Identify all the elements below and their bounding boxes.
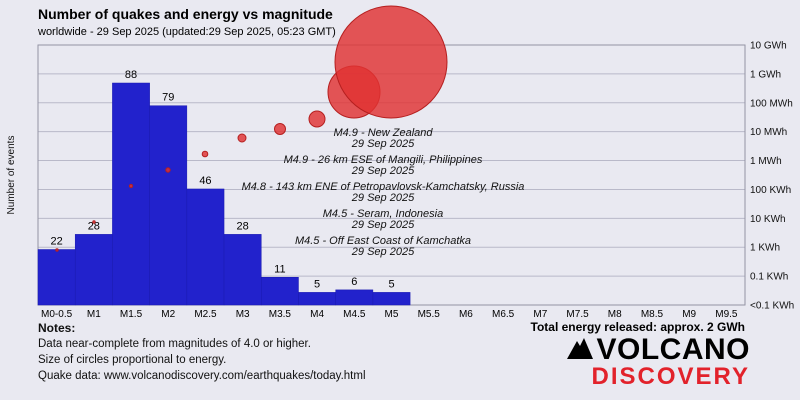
x-axis-label: M7.5	[566, 309, 589, 320]
quakes-energy-chart: 10 GWh 1 GWh 100 MWh 10 MWh 1 MWh 100 KWh 10 K…	[6, 5, 794, 320]
x-axis-label: M9.5	[715, 309, 738, 320]
energy-axis-label: 1 MWh	[750, 156, 782, 167]
energy-axis-label: 10 KWh	[750, 214, 786, 225]
quake-annotation-date: 29 Sep 2025	[351, 165, 415, 177]
energy-bubble	[334, 5, 448, 119]
quake-count-bar	[261, 277, 299, 306]
x-axis-label: M4	[310, 309, 324, 320]
energy-bubble	[274, 123, 286, 135]
quake-annotation-title: M4.9 - 26 km ESE of Mangili, Philippines	[284, 154, 483, 166]
quake-count-bar	[335, 289, 374, 306]
x-axis-label: M8.5	[641, 309, 664, 320]
page-title: Number of quakes and energy vs magnitude	[38, 6, 333, 22]
x-axis-label: M6.5	[492, 309, 515, 320]
bar-value-label: 28	[237, 220, 249, 232]
bar-value-label: 88	[125, 69, 137, 81]
x-axis-label: M3	[236, 309, 250, 320]
logo-text-discovery: DISCOVERY	[591, 363, 750, 390]
note-line: Size of circles proportional to energy.	[38, 354, 227, 366]
quake-count-bar	[372, 292, 411, 306]
energy-axis-label: 1 KWh	[750, 243, 780, 254]
quake-annotation-title: M4.8 - 143 km ENE of Petropavlovsk-Kamch…	[242, 181, 525, 193]
bar-value-label: 46	[199, 175, 211, 187]
quake-count-bar	[112, 82, 150, 306]
energy-bubble	[327, 65, 381, 119]
x-axis-label: M9	[682, 309, 696, 320]
energy-bubble	[92, 220, 96, 224]
bar-value-label: 28	[88, 220, 100, 232]
quake-count-bar	[37, 249, 76, 306]
energy-axis-label: 0.1 KWh	[750, 272, 788, 283]
x-axis-label: M1.5	[120, 309, 143, 320]
bar-value-label: 22	[50, 236, 62, 248]
notes-block: Notes: Data near-complete from magnitude…	[38, 320, 366, 384]
quake-annotation-title: M4.5 - Seram, Indonesia	[323, 208, 443, 220]
energy-bubble	[128, 183, 134, 189]
x-axis-label: M1	[87, 309, 101, 320]
quake-annotation-date: 29 Sep 2025	[351, 219, 415, 231]
energy-axis-label: 100 MWh	[750, 98, 793, 109]
quake-annotation-date: 29 Sep 2025	[351, 192, 415, 204]
energy-axis-label: <0.1 KWh	[750, 301, 794, 312]
bar-value-label: 79	[162, 92, 174, 104]
x-axis-label: M7	[533, 309, 547, 320]
energy-bubble	[201, 150, 209, 158]
note-line: Data near-complete from magnitudes of 4.…	[38, 338, 311, 350]
energy-bubble	[55, 248, 59, 252]
energy-axis-label: 1 GWh	[750, 69, 781, 80]
x-axis-label: M8	[608, 309, 622, 320]
bar-value-label: 11	[274, 263, 285, 275]
notes-title: Notes:	[38, 321, 76, 335]
volcano-icon	[566, 337, 593, 364]
note-line: Quake data: www.volcanodiscovery.com/ear…	[38, 368, 366, 384]
page-subtitle: worldwide - 29 Sep 2025 (updated:29 Sep …	[38, 26, 336, 38]
x-axis-label: M4.5	[343, 309, 366, 320]
logo-top-row: VOLCANO	[566, 333, 751, 366]
quake-data-label: Quake data:	[38, 370, 104, 382]
quake-count-bar	[223, 234, 262, 306]
total-energy-label: Total energy released: approx. 2 GWh	[530, 320, 746, 334]
energy-axis-label: 10 GWh	[750, 41, 787, 52]
energy-bubble	[308, 110, 326, 128]
quake-count-bar	[74, 234, 113, 306]
energy-axis-label: 10 MWh	[750, 127, 787, 138]
x-axis-label: M2.5	[194, 309, 217, 320]
quake-annotation-date: 29 Sep 2025	[351, 138, 415, 150]
energy-bubble	[237, 133, 247, 143]
y-axis-title: Number of events	[6, 136, 17, 215]
plot-border	[37, 44, 746, 306]
x-axis-label: M5.5	[418, 309, 441, 320]
energy-axis-label: 100 KWh	[750, 185, 791, 196]
quake-annotation-title: M4.9 - New Zealand	[333, 127, 433, 139]
quake-annotation-date: 29 Sep 2025	[351, 246, 415, 258]
bar-value-label: 5	[314, 278, 320, 290]
quake-annotation-title: M4.5 - Off East Coast of Kamchatka	[295, 235, 471, 247]
bar-value-label: 5	[388, 278, 394, 290]
quake-data-url[interactable]: www.volcanodiscovery.com/earthquakes/tod…	[103, 370, 366, 382]
bar-value-label: 6	[351, 276, 357, 288]
quake-count-bar	[298, 292, 336, 306]
x-axis-label: M0-0.5	[41, 309, 73, 320]
quake-count-bar	[186, 188, 225, 306]
quake-count-bar	[149, 105, 188, 306]
x-axis-label: M2	[161, 309, 175, 320]
logo-text-volcano: VOLCANO	[596, 333, 750, 366]
volcano-discovery-logo[interactable]: VOLCANO DISCOVERY	[566, 333, 751, 390]
x-axis-label: M6	[459, 309, 473, 320]
x-axis-label: M5	[385, 309, 399, 320]
energy-bubble	[165, 167, 171, 173]
x-axis-label: M3.5	[269, 309, 292, 320]
